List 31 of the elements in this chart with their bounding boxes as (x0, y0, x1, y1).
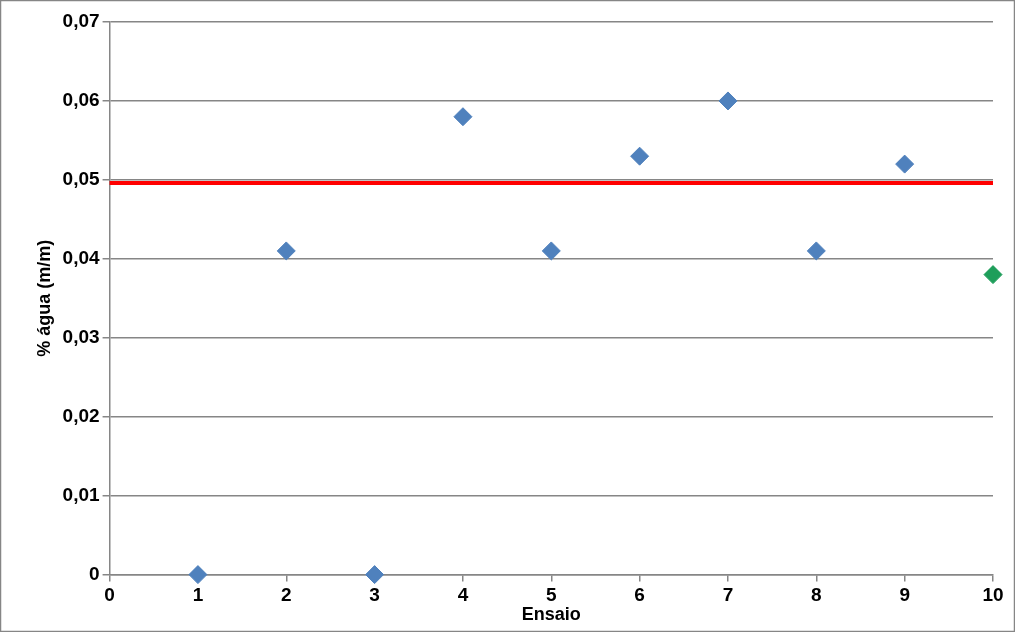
point (188, 565, 208, 585)
point (895, 154, 915, 174)
point (541, 241, 561, 261)
x-tick-label: 2 (280, 584, 292, 606)
y-tick-label: 0,06 (62, 89, 100, 111)
y-tick-label: 0,05 (62, 168, 101, 190)
point (806, 241, 826, 261)
point (983, 265, 1003, 285)
x-axis-title: Ensaio (521, 604, 581, 625)
point (453, 107, 473, 127)
y-tick-label: 0,01 (62, 483, 101, 505)
y-tick-label: 0,03 (62, 326, 100, 348)
x-tick-label: 10 (982, 584, 1004, 606)
point (365, 565, 385, 585)
x-tick-label: 4 (457, 584, 469, 606)
point (630, 146, 650, 166)
x-tick-label: 5 (546, 584, 557, 606)
x-tick-label: 9 (899, 584, 910, 606)
x-tick-label: 6 (634, 584, 645, 606)
y-tick-label: 0,04 (62, 247, 101, 269)
y-tick-label: 0,02 (62, 404, 100, 426)
point (276, 241, 296, 261)
y-tick-label: 0,07 (62, 10, 100, 32)
x-tick-label: 1 (192, 584, 204, 606)
point (718, 91, 738, 111)
y-tick-label: 0 (89, 562, 100, 584)
x-tick-label: 0 (104, 584, 115, 606)
x-tick-label: 8 (811, 584, 822, 606)
x-tick-label: 3 (369, 584, 380, 606)
y-axis-title: % água (m/m) (33, 239, 54, 357)
x-tick-label: 7 (722, 584, 734, 606)
